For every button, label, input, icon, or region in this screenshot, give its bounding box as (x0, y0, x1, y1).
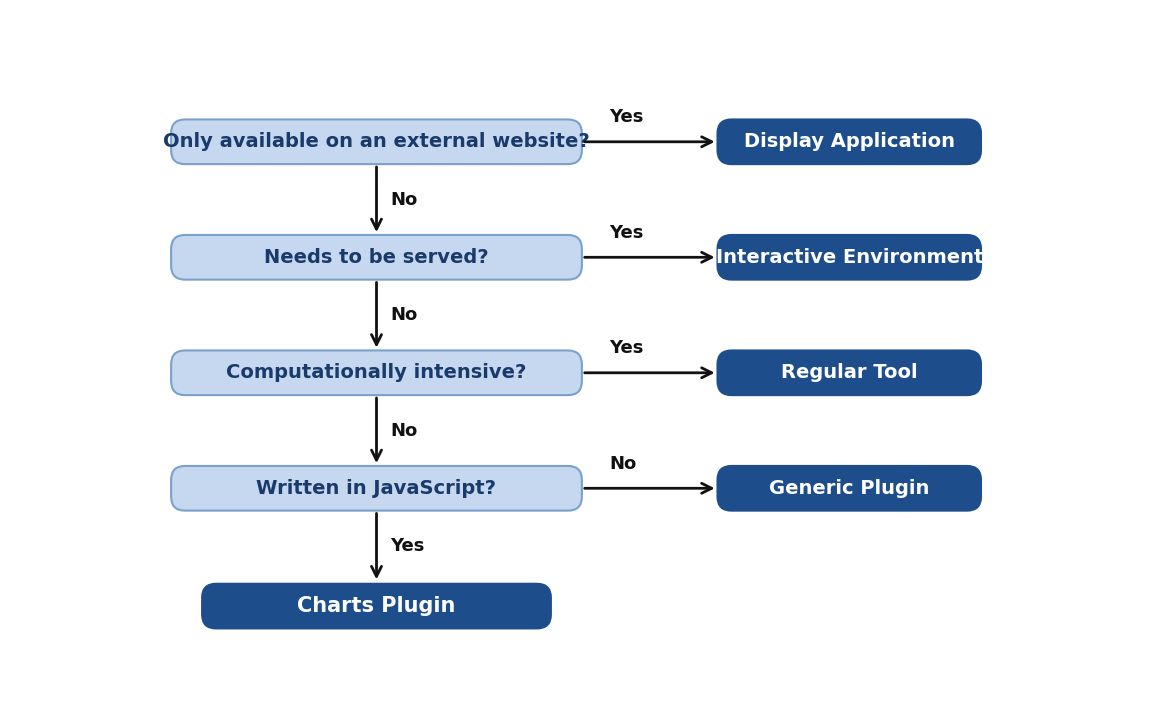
Text: No: No (391, 190, 418, 208)
Text: Yes: Yes (609, 339, 643, 357)
Text: Interactive Environment: Interactive Environment (715, 248, 983, 266)
Text: No: No (391, 306, 418, 324)
FancyBboxPatch shape (718, 235, 982, 280)
FancyBboxPatch shape (202, 584, 551, 629)
FancyBboxPatch shape (718, 351, 982, 395)
Text: Yes: Yes (391, 537, 425, 555)
FancyBboxPatch shape (172, 466, 582, 510)
Text: Written in JavaScript?: Written in JavaScript? (257, 478, 497, 498)
FancyBboxPatch shape (172, 120, 582, 164)
Text: Regular Tool: Regular Tool (781, 363, 917, 383)
FancyBboxPatch shape (172, 235, 582, 280)
FancyBboxPatch shape (718, 466, 982, 510)
Text: Display Application: Display Application (744, 132, 955, 151)
Text: Yes: Yes (609, 224, 643, 242)
Text: No: No (391, 422, 418, 439)
Text: Charts Plugin: Charts Plugin (297, 596, 456, 616)
Text: Yes: Yes (609, 108, 643, 126)
FancyBboxPatch shape (718, 120, 982, 164)
Text: Needs to be served?: Needs to be served? (264, 248, 488, 266)
FancyBboxPatch shape (172, 351, 582, 395)
Text: Generic Plugin: Generic Plugin (770, 478, 930, 498)
Text: Only available on an external website?: Only available on an external website? (164, 132, 590, 151)
Text: No: No (609, 455, 636, 473)
Text: Computationally intensive?: Computationally intensive? (226, 363, 526, 383)
